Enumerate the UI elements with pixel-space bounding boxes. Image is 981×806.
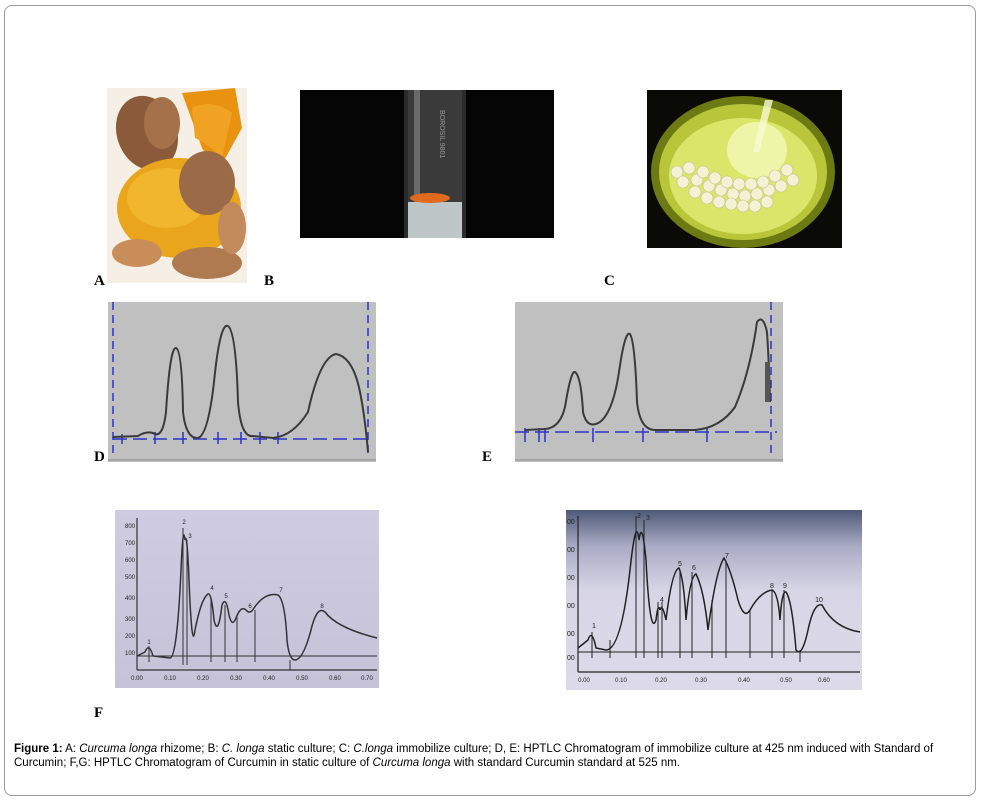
g-peak-label: 5 [678,561,682,568]
photo-turmeric-rhizome [107,88,247,283]
g-ytick: 00 [567,519,575,526]
chromatogram-g-trace [577,531,861,653]
f-peak-label: 5 [224,594,228,600]
panel-label-d: D [94,449,105,465]
g-xtick: 0.20 [655,678,667,684]
caption-text: immobilize culture; D, E: HPTLC Chromato… [14,743,934,769]
g-peak-label: 9 [783,583,787,590]
f-ytick: 400 [125,596,136,602]
chromatogram-d [108,302,376,462]
f-xtick: 0.10 [164,676,176,682]
g-ytick: 00 [567,631,575,638]
photo-immobilized-culture-flask [647,90,842,248]
f-peak-label: 8 [320,604,324,610]
f-ytick: 800 [125,524,136,530]
caption-italic: C.longa [353,743,394,755]
g-peak-label: 1 [592,623,596,630]
f-peak-label: 3 [188,534,192,540]
g-peak-label: 7 [725,553,729,560]
f-peak-label: 7 [279,588,283,594]
panel-label-a: A [94,273,105,289]
g-peak-label: 6 [692,565,696,572]
f-peak-label: 1 [147,640,151,646]
panel-label-f: F [94,705,104,721]
panel-label-e: E [482,449,493,465]
f-xtick: 0.20 [197,676,209,682]
g-peak-label: 2 [637,513,641,520]
caption-text: with standard Curcumin standard at 525 n… [450,757,680,769]
f-peak-label: 6 [248,604,252,610]
f-xtick: 0.30 [230,676,242,682]
svg-text:BOROSIL 9801: BOROSIL 9801 [438,110,445,158]
f-peak-label: 2 [182,520,186,526]
g-ytick: 00 [567,655,575,662]
f-ytick: 600 [125,558,136,564]
f-xtick: 0.70 [361,676,373,682]
panel-label-b: B [264,273,275,289]
caption-text: static culture; C: [264,743,354,755]
g-peak-label: 3 [646,515,650,522]
caption-italic: Curcuma longa [372,757,451,769]
g-peak-label: 8 [770,583,774,590]
panel-label-c: C [604,273,615,289]
caption-italic: Curcuma longa [79,743,158,755]
g-xtick: 0.40 [738,678,750,684]
f-xtick: 0.00 [131,676,143,682]
f-peak-label: 4 [210,586,214,592]
f-ytick: 500 [125,575,136,581]
chromatogram-e [515,302,783,462]
photo-static-culture-tube: BOROSIL 9801 [300,90,554,238]
f-ytick: 300 [125,617,136,623]
f-xtick: 0.50 [296,676,308,682]
g-peak-label: 10 [815,597,823,604]
chromatogram-g: 00 00 00 00 00 00 0.00 0.10 0.20 0.30 0.… [566,510,862,690]
g-ytick: 00 [567,547,575,554]
f-ytick: 100 [125,651,136,657]
f-xtick: 0.40 [263,676,275,682]
chromatogram-f-trace [136,534,378,661]
chromatogram-d-trace [112,324,369,453]
g-ytick: 00 [567,575,575,582]
caption-italic: C. longa [221,743,265,755]
f-ytick: 200 [125,634,136,640]
caption-lead: Figure 1: [14,743,63,755]
g-xtick: 0.10 [615,678,627,684]
g-ytick: 00 [567,603,575,610]
g-xtick: 0.50 [780,678,792,684]
g-xtick: 0.30 [695,678,707,684]
chromatogram-f: 800 700 600 500 400 300 200 100 0.00 0.1… [115,510,379,688]
f-xtick: 0.60 [329,676,341,682]
f-ytick: 700 [125,541,136,547]
figure-caption: Figure 1: A: Curcuma longa rhizome; B: C… [14,742,969,770]
caption-text: rhizome; B: [157,743,222,755]
caption-text: A: [62,743,80,755]
g-xtick: 0.00 [578,678,590,684]
g-xtick: 0.60 [818,678,830,684]
chromatogram-e-trace [524,318,771,431]
g-peak-label: 4 [660,597,664,604]
